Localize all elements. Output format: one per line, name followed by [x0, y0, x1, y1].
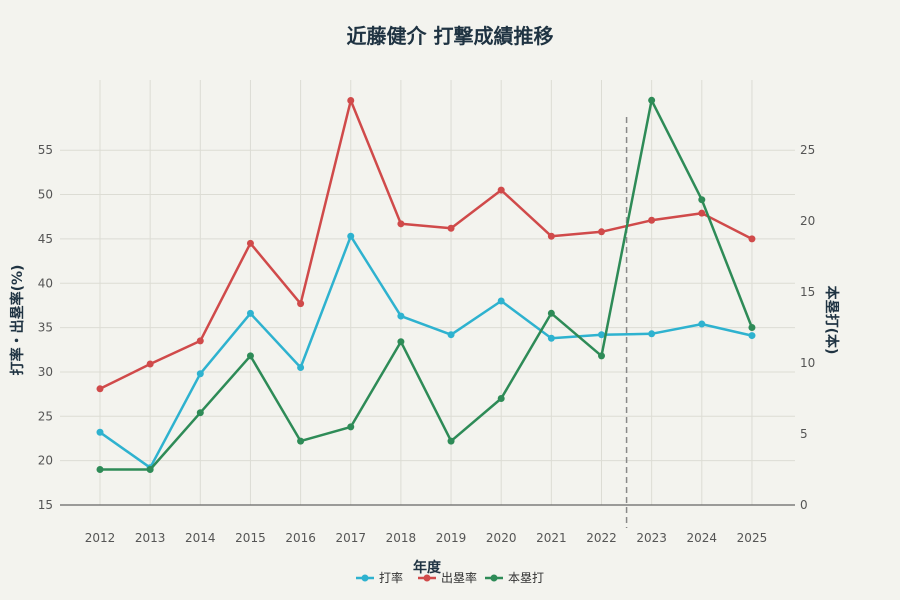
y-left-tick-label: 25	[38, 409, 53, 423]
data-point	[698, 196, 706, 204]
data-point	[447, 331, 455, 339]
x-tick-label: 2016	[285, 531, 316, 545]
series-line	[100, 99, 754, 471]
data-point	[196, 337, 204, 345]
data-point	[748, 332, 756, 340]
data-point	[598, 228, 605, 236]
y-right-tick-label: 25	[800, 143, 815, 157]
data-point	[196, 370, 204, 378]
data-point	[447, 224, 455, 232]
data-point	[547, 232, 555, 240]
data-point	[698, 209, 706, 217]
x-tick-label: 2023	[636, 531, 667, 545]
data-point	[246, 239, 254, 247]
data-point	[648, 96, 656, 104]
data-point	[748, 324, 756, 331]
y-left-tick-label: 35	[38, 321, 53, 335]
data-point	[146, 360, 154, 368]
data-point	[648, 330, 656, 338]
data-point	[447, 437, 455, 445]
legend: 打率 出塁率 本塁打	[356, 570, 544, 585]
data-point	[246, 352, 254, 360]
x-tick-label: 2017	[335, 531, 366, 545]
x-tick-label: 2020	[486, 531, 517, 545]
legend-swatch-marker	[490, 574, 498, 582]
data-point	[497, 297, 505, 305]
series-line	[99, 99, 753, 390]
legend-swatch-marker	[423, 574, 431, 582]
data-point	[397, 220, 405, 228]
data-point	[347, 423, 355, 431]
y-left-tick-label: 40	[38, 276, 53, 290]
data-point	[648, 216, 656, 224]
y-left-tick-label: 20	[38, 454, 53, 468]
x-tick-label: 2014	[185, 531, 216, 545]
x-tick-label: 2024	[687, 531, 718, 545]
series-group	[96, 96, 756, 473]
x-tick-label: 2018	[386, 531, 417, 545]
data-point	[497, 395, 505, 402]
legend-label: 本塁打	[508, 571, 544, 585]
data-point	[146, 466, 154, 473]
x-tick-label: 2025	[737, 531, 768, 545]
y-left-axis-ticks: 15 20 25 30 35 40 45 50 55	[38, 143, 53, 512]
x-tick-label: 2012	[85, 531, 116, 545]
x-tick-label: 2013	[135, 531, 166, 545]
y-right-axis-title: 本塁打(本)	[823, 286, 840, 355]
data-point	[96, 428, 104, 436]
data-point	[347, 232, 355, 240]
grid	[60, 80, 795, 506]
x-tick-label: 2015	[235, 531, 266, 545]
legend-label: 打率	[379, 570, 403, 585]
y-right-tick-label: 0	[800, 498, 808, 512]
y-left-tick-label: 55	[38, 143, 53, 157]
data-point	[96, 385, 104, 393]
data-point	[297, 437, 305, 445]
y-left-tick-label: 30	[38, 365, 53, 379]
x-tick-label: 2022	[586, 531, 617, 545]
data-point	[397, 312, 405, 320]
data-point	[497, 186, 505, 194]
data-point	[698, 320, 706, 328]
y-right-axis-ticks: 0 5 10 15 20 25	[800, 143, 815, 512]
data-point	[748, 235, 756, 243]
data-point	[196, 409, 204, 417]
y-right-tick-label: 20	[800, 214, 815, 228]
x-tick-label: 2021	[536, 531, 567, 545]
y-right-tick-label: 10	[800, 356, 815, 370]
data-point	[246, 309, 254, 317]
y-right-tick-label: 5	[800, 427, 808, 441]
data-point	[347, 97, 355, 105]
data-point	[598, 352, 605, 360]
x-axis-title: 年度	[413, 559, 442, 576]
y-left-tick-label: 45	[38, 232, 53, 246]
x-axis-ticks: 2012 2013 2014 2015 2016 2017 2018 2019 2020 2021…	[85, 531, 767, 545]
y-left-tick-label: 50	[38, 188, 53, 202]
y-left-axis-title: 打率・出塁率(%)	[9, 265, 26, 376]
data-point	[397, 338, 405, 346]
y-right-tick-label: 15	[800, 285, 815, 299]
data-point	[297, 364, 305, 372]
data-point	[547, 334, 555, 342]
y-left-tick-label: 15	[38, 498, 53, 512]
series-line	[99, 234, 753, 469]
data-point	[598, 331, 605, 339]
x-tick-label: 2019	[436, 531, 467, 545]
legend-label: 出塁率	[441, 570, 477, 585]
data-point	[297, 300, 305, 308]
legend-swatch-marker	[361, 574, 369, 582]
data-point	[547, 309, 555, 317]
data-point	[96, 466, 104, 473]
chart-title: 近藤健介 打撃成績推移	[347, 24, 554, 48]
